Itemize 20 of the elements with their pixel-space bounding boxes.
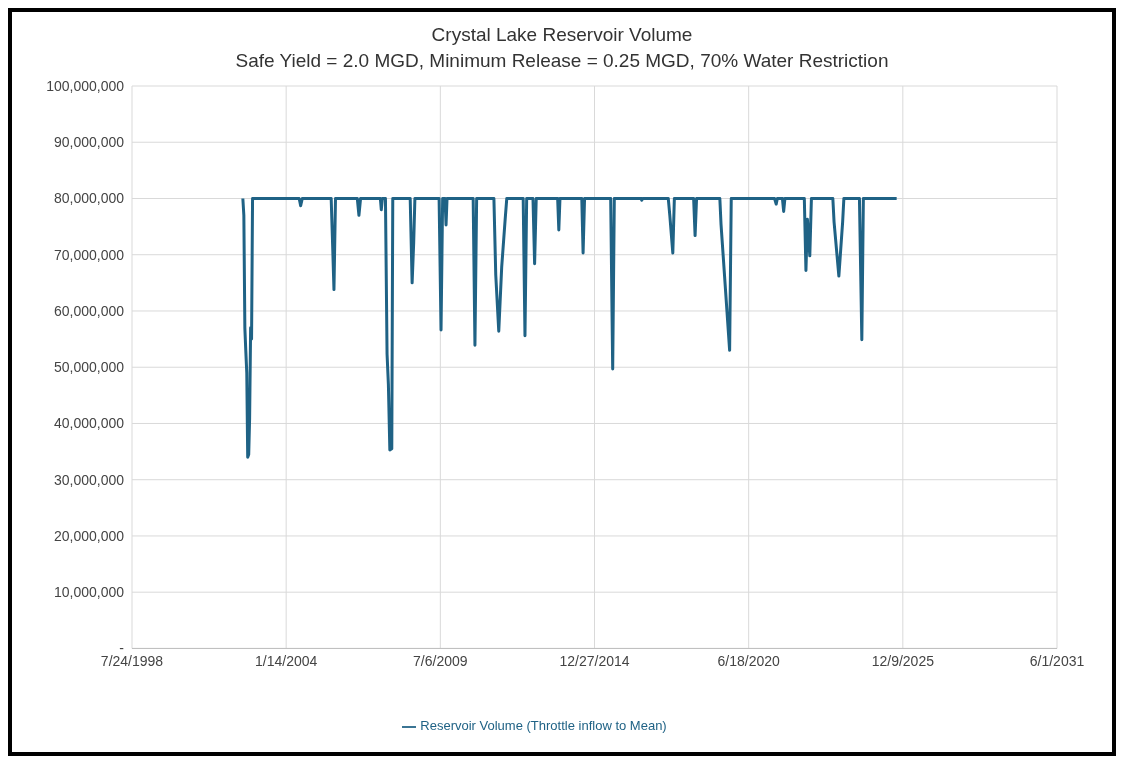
y-tick-label: 80,000,000 <box>53 190 125 207</box>
x-tick-label: 12/27/2014 <box>559 653 630 670</box>
x-tick-label: 1/14/2004 <box>255 653 318 670</box>
y-tick-label: 20,000,000 <box>53 527 125 544</box>
y-tick-label: 10,000,000 <box>53 584 125 601</box>
x-tick-label: 6/18/2020 <box>717 653 781 670</box>
legend-label: Reservoir Volume (Throttle inflow to Mean) <box>420 718 667 734</box>
line-series <box>241 196 899 459</box>
y-tick-label: 50,000,000 <box>53 359 125 376</box>
y-tick-label: 100,000,000 <box>46 77 125 94</box>
chart-subtitle: Safe Yield = 2.0 MGD, Minimum Release = 0.25 MGD, 70% Water Restriction <box>234 49 890 73</box>
x-tick-label: 6/1/2031 <box>1029 653 1085 670</box>
y-tick-label: 90,000,000 <box>53 134 125 151</box>
y-tick-label: 60,000,000 <box>53 302 125 319</box>
x-tick-label: 12/9/2025 <box>871 653 935 670</box>
y-tick-label: 40,000,000 <box>53 415 125 432</box>
x-tick-label: 7/6/2009 <box>413 653 468 670</box>
y-tick-label: 30,000,000 <box>53 471 125 488</box>
y-tick-label: 70,000,000 <box>53 246 125 263</box>
chart-title: Crystal Lake Reservoir Volume <box>430 23 694 47</box>
